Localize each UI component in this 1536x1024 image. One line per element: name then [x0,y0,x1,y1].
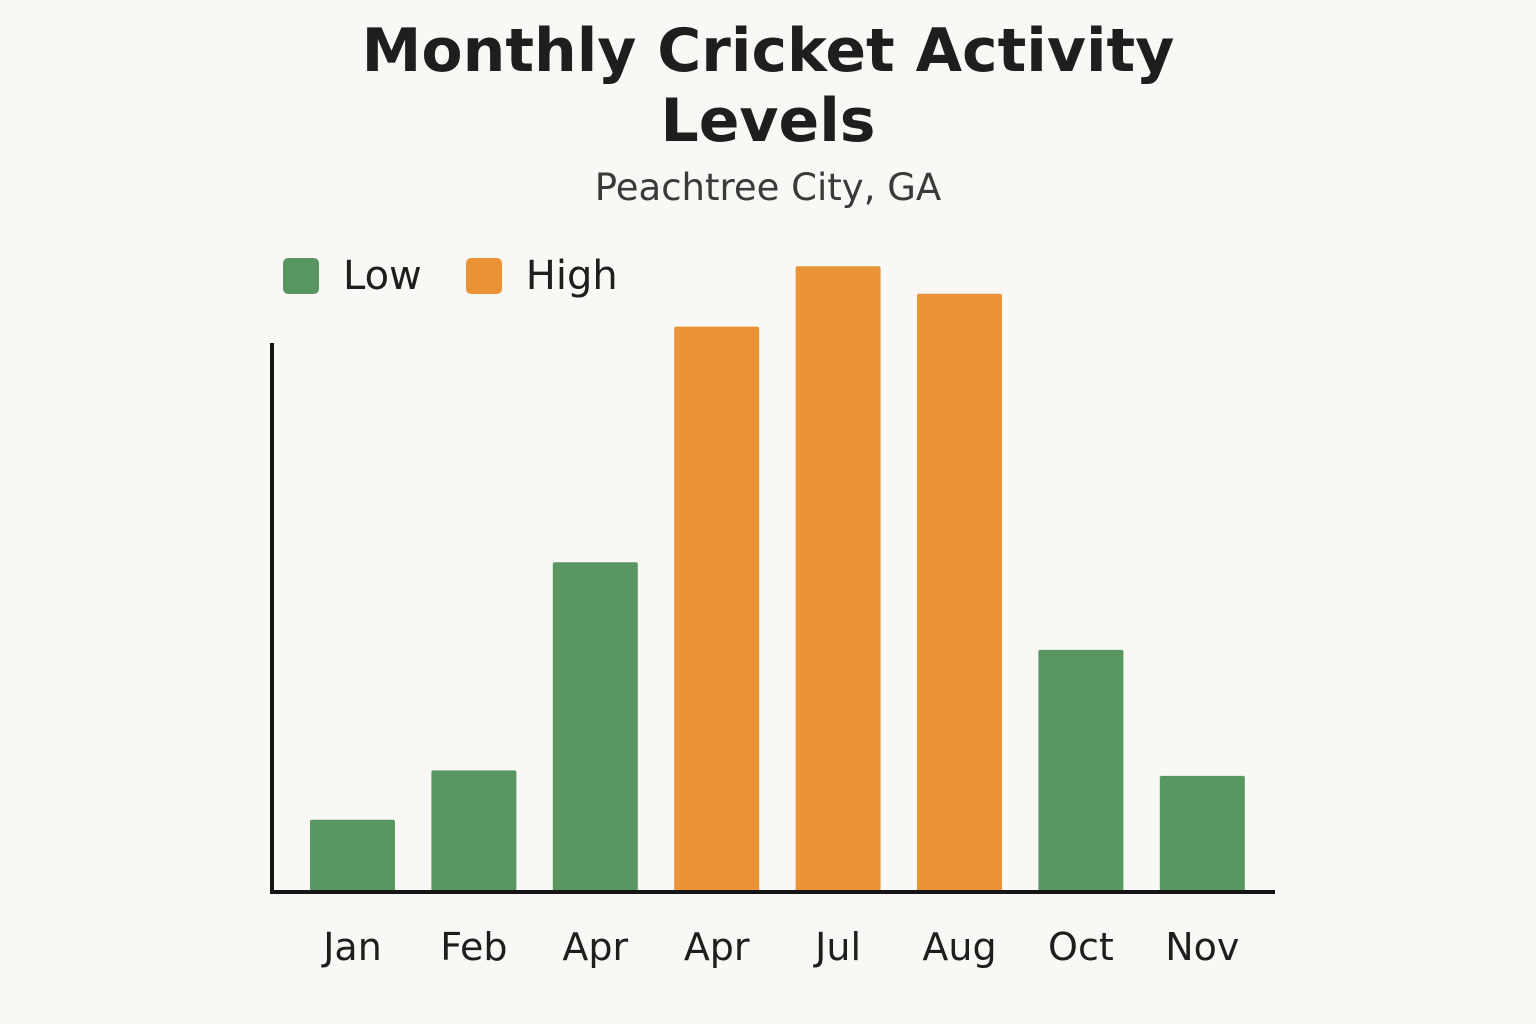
x-tick-label-8: Nov [1165,925,1239,969]
bar-oct-7 [1038,649,1124,891]
bar-jan-1 [310,819,395,891]
x-tick-label-3: Apr [562,925,628,969]
x-tick-label-2: Feb [440,925,507,969]
legend-label-low: Low [343,253,422,299]
bars-group [310,266,1245,892]
x-tick-labels: Jan Feb Apr Apr Jul Aug Oct Nov [321,925,1239,969]
bar-feb-2 [431,770,517,891]
legend-item-high: High [465,253,618,299]
x-tick-label-5: Jul [813,925,861,969]
x-tick-label-7: Oct [1048,925,1114,969]
bar-apr-4 [674,326,760,892]
bar-aug-6 [917,293,1002,891]
legend-label-high: High [525,253,618,299]
chart-title: Monthly Cricket Activity Levels [0,16,1536,156]
x-tick-label-4: Apr [684,925,750,969]
x-tick-label-6: Aug [922,925,996,969]
legend-swatch-high [465,258,502,294]
chart-title-line-1: Monthly Cricket Activity [361,16,1175,86]
chart-subtitle: Peachtree City, GA [594,166,942,209]
bar-jul-5 [795,266,881,891]
bar-apr-3 [552,562,638,891]
chart-legend: Low High [283,252,662,300]
bar-nov-8 [1159,775,1245,891]
x-tick-label-1: Jan [321,925,382,969]
legend-item-low: Low [283,253,422,299]
chart-title-line-2: Levels [660,86,876,156]
legend-swatch-low [283,258,319,294]
